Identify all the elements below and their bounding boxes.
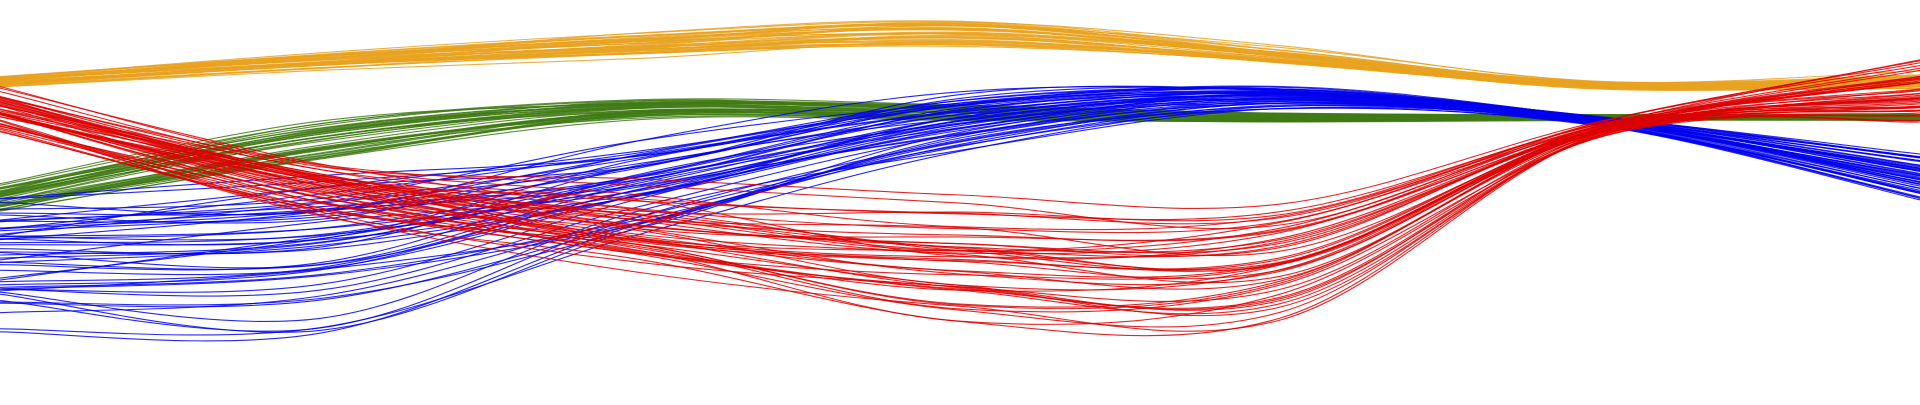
series-layer [0, 20, 1920, 342]
series-line [0, 96, 1920, 280]
series-line [0, 75, 1920, 252]
series-line [0, 116, 1920, 332]
series-line [0, 21, 1920, 86]
series-group-4 [0, 59, 1920, 337]
series-line [0, 65, 1920, 234]
series-line [0, 109, 1920, 337]
series-line [0, 43, 1920, 89]
series-line [0, 25, 1920, 84]
series-group-1 [0, 20, 1920, 91]
series-line [0, 106, 1920, 317]
series-line [0, 41, 1920, 89]
series-line [0, 112, 1920, 310]
series-line [0, 94, 1920, 278]
series-line [0, 32, 1920, 88]
series-line [0, 40, 1920, 91]
series-line [0, 97, 1920, 292]
series-line [0, 77, 1920, 252]
series-line [0, 60, 1920, 209]
series-line [0, 24, 1920, 84]
series-group-2 [0, 98, 1920, 212]
series-line [0, 67, 1920, 221]
series-line [0, 90, 1920, 284]
series-line [0, 91, 1920, 246]
